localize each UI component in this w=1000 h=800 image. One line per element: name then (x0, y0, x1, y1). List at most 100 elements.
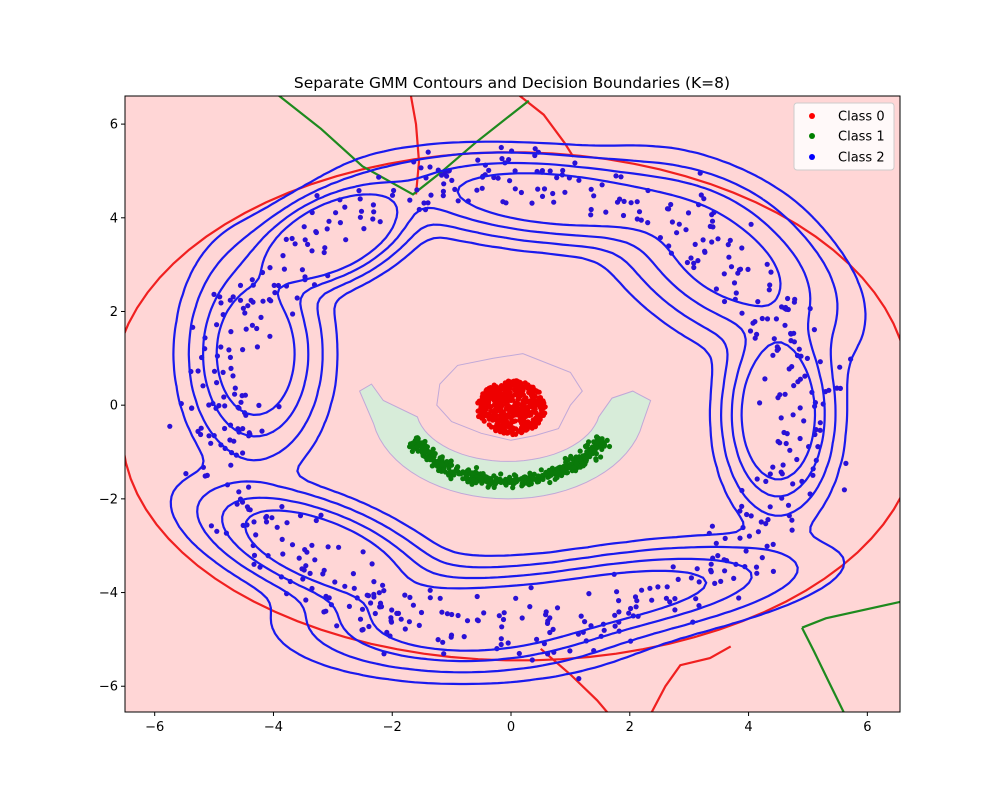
class-2-point (240, 305, 246, 311)
class-2-point (731, 575, 737, 582)
class-2-point (294, 295, 300, 301)
class-2-point (804, 355, 811, 361)
class-0-point (499, 425, 506, 431)
class-2-point (672, 596, 678, 602)
class-2-point (368, 600, 374, 606)
class-1-point (471, 477, 477, 483)
class-2-point (634, 199, 640, 205)
class-2-point (755, 529, 762, 535)
class-2-point (639, 587, 645, 593)
class-2-point (715, 553, 721, 559)
class-2-point (211, 368, 218, 374)
class-2-point (728, 264, 735, 270)
class-2-point (736, 267, 743, 273)
class-2-point (764, 543, 770, 549)
class-2-point (543, 609, 549, 615)
class-0-point (479, 394, 485, 400)
class-2-point (441, 181, 447, 187)
class-2-point (371, 209, 377, 215)
class-2-point (739, 310, 745, 316)
class-2-point (391, 187, 397, 194)
class-2-point (647, 585, 653, 591)
class-2-point (541, 186, 548, 192)
legend-marker-class-1 (809, 133, 815, 139)
class-2-point (709, 523, 716, 529)
class-2-point (326, 218, 332, 224)
class-2-point (256, 402, 262, 408)
class-1-point (497, 476, 503, 483)
class-0-point (517, 381, 523, 387)
green-decision-boundaries (277, 96, 900, 712)
class-0-point (536, 389, 542, 395)
class-1-point (530, 475, 537, 481)
legend-label-class-2: Class 2 (838, 151, 885, 166)
class-0-point (488, 424, 494, 430)
class-1-point (507, 479, 513, 485)
class-2-point (506, 157, 512, 163)
class-2-point (366, 623, 372, 630)
class-2-point (722, 535, 728, 542)
class-2-point (370, 216, 376, 222)
class-2-point (243, 326, 249, 332)
class-2-point (698, 192, 704, 198)
class-2-point (620, 212, 627, 219)
class-2-point (535, 186, 541, 192)
class-2-point (753, 564, 760, 570)
class-2-point (398, 616, 404, 622)
class-0-point (509, 393, 515, 399)
class-2-point (183, 471, 189, 477)
class-2-point (323, 608, 329, 614)
class-1-point (410, 444, 416, 450)
class-2-point (425, 200, 431, 206)
class-2-point (505, 640, 511, 646)
class-1-point (447, 459, 453, 465)
class-2-point (263, 514, 269, 521)
class-1-point (498, 471, 504, 477)
class-2-point (782, 322, 788, 328)
class-2-point (767, 282, 773, 288)
class-2-point (230, 294, 236, 300)
class-2-point (321, 249, 327, 256)
class-2-point (314, 193, 320, 199)
class-0-point (517, 417, 523, 423)
class-2-point (588, 206, 594, 213)
class-2-point (444, 611, 450, 617)
class-2-point (441, 651, 447, 657)
class-2-point (790, 481, 796, 487)
class-2-point (228, 462, 234, 468)
class-2-point (437, 595, 443, 601)
class-2-point (251, 552, 258, 559)
class-1-point (548, 469, 554, 476)
class-2-point (746, 533, 753, 539)
class-2-point (528, 585, 534, 591)
class-1-point (601, 441, 608, 447)
class-2-point (455, 198, 461, 204)
class-2-point (754, 570, 760, 576)
class-0-point (501, 430, 507, 436)
class-2-point (296, 555, 302, 561)
class-0-point (542, 404, 548, 410)
class-2-point (551, 199, 557, 205)
class-1-point (451, 469, 457, 475)
x-tick-label: −6 (145, 720, 164, 735)
class-2-point (240, 347, 246, 353)
class-0-point (518, 430, 525, 436)
class-2-point (695, 258, 701, 264)
class-2-point (486, 167, 492, 173)
class-2-point (691, 264, 697, 271)
class-2-point (461, 634, 467, 640)
class-2-point (763, 478, 769, 484)
class-1-point (482, 474, 488, 480)
class-2-point (802, 373, 808, 379)
class-2-point (725, 242, 731, 248)
class-2-point (567, 648, 573, 654)
class-2-point (529, 200, 535, 206)
class-2-point (439, 609, 445, 615)
class-2-point (425, 149, 431, 155)
green-boundary-line (277, 96, 530, 196)
class-0-point (514, 400, 520, 407)
class-2-point (222, 425, 228, 432)
class-1-point (458, 471, 464, 477)
class-2-point (302, 547, 308, 553)
class-2-point (532, 146, 538, 152)
